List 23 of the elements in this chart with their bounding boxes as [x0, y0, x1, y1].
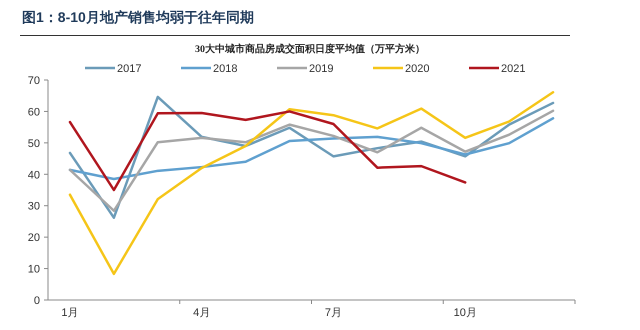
x-tick-label: 10月: [454, 307, 477, 319]
legend-label: 2018: [213, 63, 238, 75]
line-series: [68, 110, 466, 192]
legend-label: 2021: [501, 63, 526, 75]
y-tick-label: 0: [34, 295, 40, 307]
x-tick-label: 4月: [193, 307, 210, 319]
y-tick-label: 30: [28, 200, 40, 213]
y-tick-label: 10: [28, 264, 40, 276]
x-tick-label: 1月: [61, 307, 79, 319]
y-tick-label: 40: [28, 169, 40, 182]
x-tick-label: 7月: [324, 307, 342, 319]
chart-title: 图1：8-10月地产销售均弱于往年同期: [22, 9, 254, 25]
line-series: [68, 91, 554, 276]
chart-subtitle: 30大中城市商品房成交面积日度平均值（万平方米）: [195, 43, 425, 55]
y-tick-label: 70: [28, 75, 40, 87]
legend-label: 2020: [405, 63, 430, 75]
y-tick-label: 50: [28, 138, 40, 150]
legend-label: 2019: [309, 63, 334, 75]
line-series: [68, 117, 554, 180]
y-tick-label: 60: [28, 106, 40, 118]
y-tick-label: 20: [28, 232, 40, 244]
legend-label: 2017: [117, 63, 142, 75]
line-series: [68, 110, 554, 212]
